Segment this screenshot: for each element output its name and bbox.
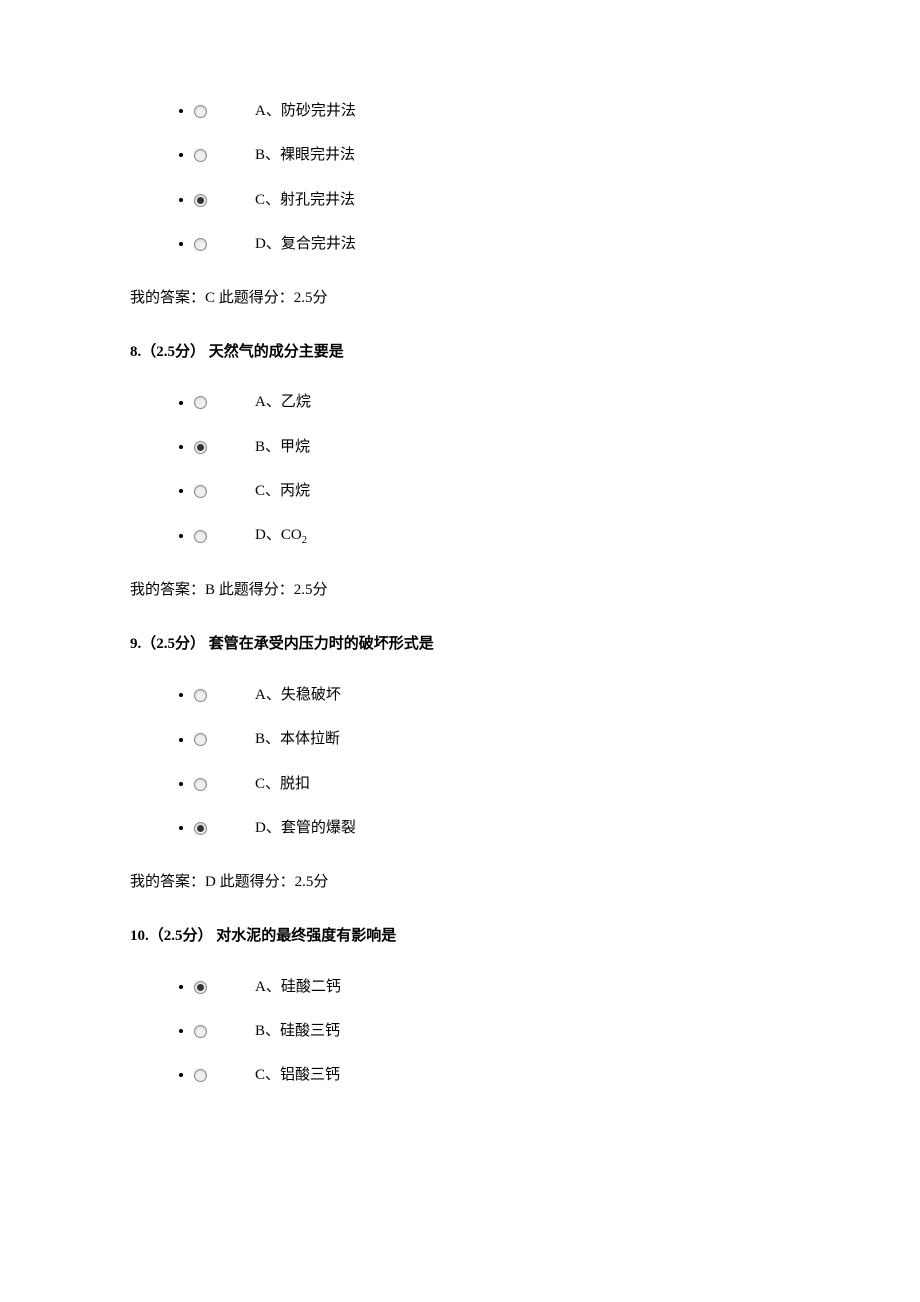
radio-unselected-icon[interactable] <box>194 485 207 498</box>
options-list: A、失稳破坏 B、本体拉断 C、脱扣 D、套管的爆裂 <box>130 684 790 840</box>
radio-selected-icon[interactable] <box>194 194 207 207</box>
option-label: B、裸眼完井法 <box>255 145 355 166</box>
question-block: 9.（2.5分） 套管在承受内压力时的破坏形式是 A、失稳破坏 B、本体拉断 C… <box>130 632 790 894</box>
answer-line: 我的答案：C 此题得分：2.5分 <box>130 286 790 310</box>
radio-selected-icon[interactable] <box>194 981 207 994</box>
list-item: C、铝酸三钙 <box>194 1064 790 1086</box>
option-label: A、防砂完井法 <box>255 101 356 122</box>
radio-selected-icon[interactable] <box>194 441 207 454</box>
list-item: C、射孔完井法 <box>194 189 790 211</box>
question-title: 9.（2.5分） 套管在承受内压力时的破坏形式是 <box>130 632 790 656</box>
list-item: D、复合完井法 <box>194 233 790 255</box>
option-label: B、本体拉断 <box>255 729 340 750</box>
list-item: A、硅酸二钙 <box>194 976 790 998</box>
option-label: A、乙烷 <box>255 392 311 413</box>
question-title: 8.（2.5分） 天然气的成分主要是 <box>130 340 790 364</box>
answer-line: 我的答案：D 此题得分：2.5分 <box>130 870 790 894</box>
list-item: B、甲烷 <box>194 436 790 458</box>
answer-line: 我的答案：B 此题得分：2.5分 <box>130 578 790 602</box>
option-label: D、套管的爆裂 <box>255 818 356 839</box>
option-label: B、硅酸三钙 <box>255 1021 340 1042</box>
question-block: 10.（2.5分） 对水泥的最终强度有影响是 A、硅酸二钙 B、硅酸三钙 C、铝… <box>130 924 790 1087</box>
list-item: A、乙烷 <box>194 392 790 414</box>
list-item: D、套管的爆裂 <box>194 817 790 839</box>
question-block: A、防砂完井法 B、裸眼完井法 C、射孔完井法 D、复合完井法 我的答案：C 此… <box>130 100 790 310</box>
list-item: B、本体拉断 <box>194 729 790 751</box>
radio-unselected-icon[interactable] <box>194 149 207 162</box>
question-block: 8.（2.5分） 天然气的成分主要是 A、乙烷 B、甲烷 C、丙烷 D、CO2 <box>130 340 790 603</box>
radio-unselected-icon[interactable] <box>194 689 207 702</box>
options-list: A、硅酸二钙 B、硅酸三钙 C、铝酸三钙 <box>130 976 790 1087</box>
option-label: C、铝酸三钙 <box>255 1065 340 1086</box>
option-label: A、硅酸二钙 <box>255 977 341 998</box>
option-label: B、甲烷 <box>255 437 310 458</box>
question-title: 10.（2.5分） 对水泥的最终强度有影响是 <box>130 924 790 948</box>
radio-unselected-icon[interactable] <box>194 105 207 118</box>
list-item: C、丙烷 <box>194 480 790 502</box>
radio-unselected-icon[interactable] <box>194 733 207 746</box>
radio-selected-icon[interactable] <box>194 822 207 835</box>
list-item: C、脱扣 <box>194 773 790 795</box>
radio-unselected-icon[interactable] <box>194 396 207 409</box>
radio-unselected-icon[interactable] <box>194 1025 207 1038</box>
list-item: D、CO2 <box>194 525 790 548</box>
option-label: C、丙烷 <box>255 481 310 502</box>
option-label: D、复合完井法 <box>255 234 356 255</box>
option-label: D、CO2 <box>255 525 307 548</box>
list-item: B、硅酸三钙 <box>194 1020 790 1042</box>
options-list: A、乙烷 B、甲烷 C、丙烷 D、CO2 <box>130 392 790 549</box>
list-item: A、失稳破坏 <box>194 684 790 706</box>
option-label: C、射孔完井法 <box>255 190 355 211</box>
option-label: C、脱扣 <box>255 774 310 795</box>
options-list: A、防砂完井法 B、裸眼完井法 C、射孔完井法 D、复合完井法 <box>130 100 790 256</box>
radio-unselected-icon[interactable] <box>194 530 207 543</box>
radio-unselected-icon[interactable] <box>194 1069 207 1082</box>
list-item: B、裸眼完井法 <box>194 144 790 166</box>
list-item: A、防砂完井法 <box>194 100 790 122</box>
radio-unselected-icon[interactable] <box>194 778 207 791</box>
radio-unselected-icon[interactable] <box>194 238 207 251</box>
option-label: A、失稳破坏 <box>255 685 341 706</box>
